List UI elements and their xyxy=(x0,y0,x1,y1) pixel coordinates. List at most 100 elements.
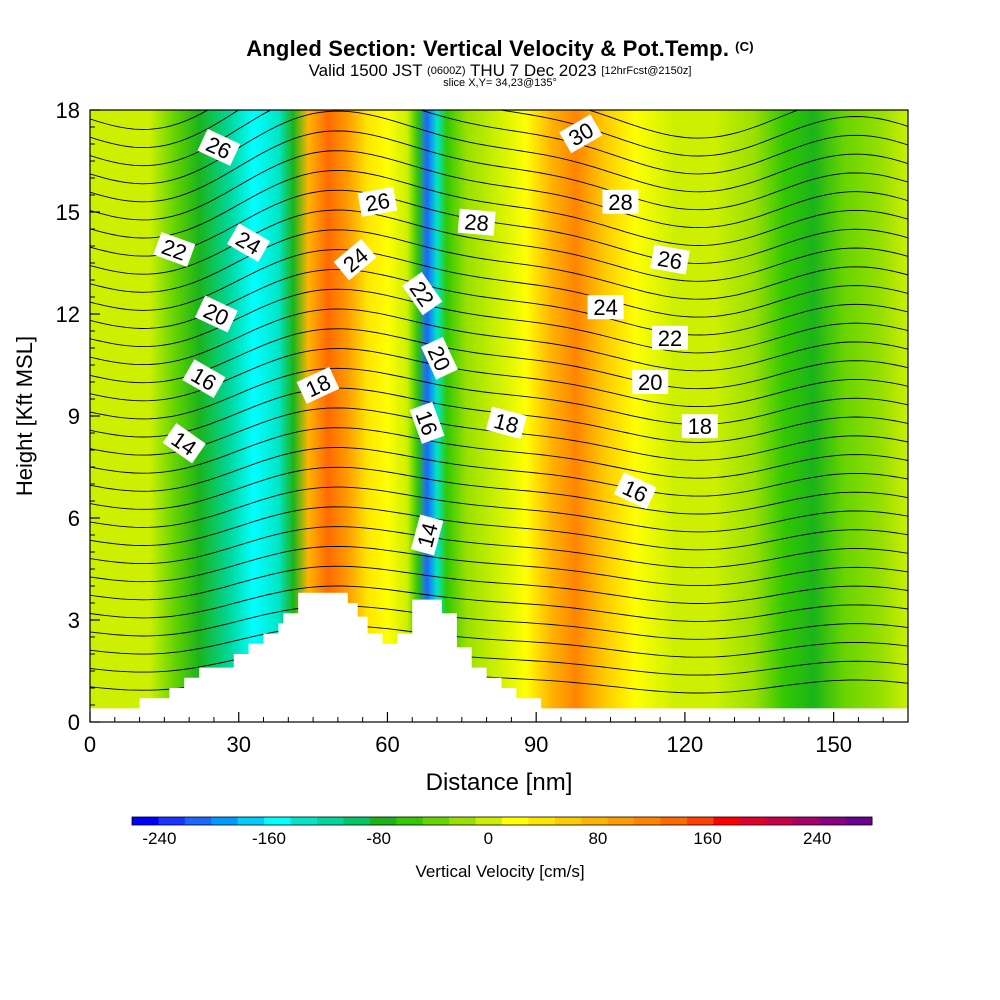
x-tick-label: 0 xyxy=(84,732,96,757)
chart-title: Angled Section: Vertical Velocity & Pot.… xyxy=(0,36,1000,62)
contour-label: 28 xyxy=(457,208,496,236)
contour-label-text: 24 xyxy=(593,295,617,320)
contour-label-box xyxy=(410,514,444,556)
colorbar-swatch xyxy=(792,817,820,825)
theta-contour-line xyxy=(90,466,908,515)
subtitle-zulu: (0600Z) xyxy=(427,65,466,77)
theta-contour-line xyxy=(90,170,908,246)
theta-contour-line xyxy=(90,209,908,282)
x-tick-label: 60 xyxy=(375,732,399,757)
theta-contour-line xyxy=(90,308,908,372)
contour-label: 18 xyxy=(485,406,527,440)
contour-label: 28 xyxy=(602,189,639,215)
theta-contour-line xyxy=(90,130,908,211)
y-tick-label: 6 xyxy=(68,506,80,531)
contour-label-box xyxy=(650,244,690,275)
x-tick-label: 120 xyxy=(667,732,704,757)
colorbar-swatch xyxy=(660,817,688,825)
y-tick-label: 15 xyxy=(56,200,80,225)
colorbar-tick-label: -240 xyxy=(142,829,176,848)
contour-labels: 2624222016142624182220161428183028242622… xyxy=(153,114,718,556)
contour-label-box xyxy=(652,325,688,350)
y-tick-label: 9 xyxy=(68,404,80,429)
colorbar-swatch xyxy=(739,817,767,825)
colorbar-swatch xyxy=(369,817,397,825)
colorbar-swatch xyxy=(766,817,794,825)
colorbar-swatch xyxy=(158,817,186,825)
colorbar-swatch xyxy=(264,817,292,825)
colorbar-swatch xyxy=(396,817,424,825)
theta-contour-line xyxy=(90,110,908,157)
theta-contour-line xyxy=(90,229,908,300)
contour-label: 14 xyxy=(410,514,444,556)
contour-label-box xyxy=(457,208,496,236)
x-tick-label: 30 xyxy=(226,732,250,757)
colorbar-swatch xyxy=(449,817,477,825)
contour-label-box xyxy=(485,406,527,440)
contour-label-box xyxy=(182,359,226,398)
colorbar-swatch xyxy=(343,817,371,825)
theta-contour-line xyxy=(90,545,908,587)
colorbar-swatch xyxy=(819,817,847,825)
colorbar-frame xyxy=(131,816,873,826)
contour-label-box xyxy=(409,401,445,444)
colorbar-tick-label: 0 xyxy=(484,829,493,848)
y-axis-label: Height [Kft MSL] xyxy=(12,336,37,496)
theta-contour-line xyxy=(90,644,908,676)
contour-label-box xyxy=(197,128,241,166)
contour-label-text: 26 xyxy=(363,188,391,217)
contour-label-text: 20 xyxy=(638,370,662,395)
x-axis: 0 30 60 90 120 150 xyxy=(84,712,884,757)
colorbar-tick-label: 80 xyxy=(588,829,607,848)
chart-title-text: Angled Section: Vertical Velocity & Pot.… xyxy=(246,36,730,61)
terrain-profile xyxy=(90,592,908,722)
contour-label-text: 26 xyxy=(656,246,684,275)
colorbar-swatch xyxy=(634,817,662,825)
contour-label: 20 xyxy=(632,370,669,395)
theta-contour-line xyxy=(90,110,908,175)
contour-label-box xyxy=(162,423,206,464)
colorbar-tick-label: -80 xyxy=(366,829,391,848)
colorbar-swatch xyxy=(237,817,265,825)
contour-label-box xyxy=(357,186,398,217)
colorbar-swatch xyxy=(475,817,503,825)
colorbar-swatch xyxy=(581,817,609,825)
contour-label: 26 xyxy=(357,186,398,217)
contour-label-box xyxy=(296,366,340,404)
contour-label-box xyxy=(195,295,238,333)
subtitle-date: THU 7 Dec 2023 xyxy=(470,61,597,80)
y-tick-label: 18 xyxy=(56,98,80,123)
colorbar-swatch xyxy=(422,817,450,825)
colorbar-swatch xyxy=(607,817,635,825)
theta-contour-line xyxy=(90,565,908,604)
colorbar-tick-label: -160 xyxy=(252,829,286,848)
subtitle-forecast: [12hrFcst@2150z] xyxy=(601,65,692,77)
contour-label-box xyxy=(681,414,718,439)
y-axis: 0 3 6 9 12 15 18 xyxy=(56,98,100,735)
theta-contour-line xyxy=(90,486,908,533)
theta-contour-line xyxy=(90,526,908,569)
contour-label-box xyxy=(613,472,657,510)
contour-label-box xyxy=(587,295,624,320)
y-tick-label: 3 xyxy=(68,608,80,633)
colorbar-tick-label: 160 xyxy=(693,829,721,848)
y-tick-label: 0 xyxy=(68,710,80,735)
x-axis-label: Distance [nm] xyxy=(426,769,573,796)
contour-label-text: 28 xyxy=(463,209,490,236)
theta-contour-line xyxy=(90,189,908,264)
contour-label-box xyxy=(402,271,443,316)
contour-label-text: 28 xyxy=(608,190,632,215)
contour-label: 24 xyxy=(587,295,624,320)
chart-slice-info: slice X,Y= 34,23@135° xyxy=(443,77,557,89)
colorbar-swatch xyxy=(713,817,741,825)
theta-contour-line xyxy=(90,328,908,390)
contour-label: 26 xyxy=(650,244,690,275)
theta-contour-line xyxy=(90,150,908,229)
x-tick-label: 150 xyxy=(815,732,852,757)
colorbar-swatch xyxy=(211,817,239,825)
contour-label: 22 xyxy=(652,325,688,351)
theta-contour-line xyxy=(90,625,908,658)
contour-label: 16 xyxy=(613,472,657,510)
theta-contour-line xyxy=(90,268,908,336)
title-mark: (C) xyxy=(735,39,754,54)
